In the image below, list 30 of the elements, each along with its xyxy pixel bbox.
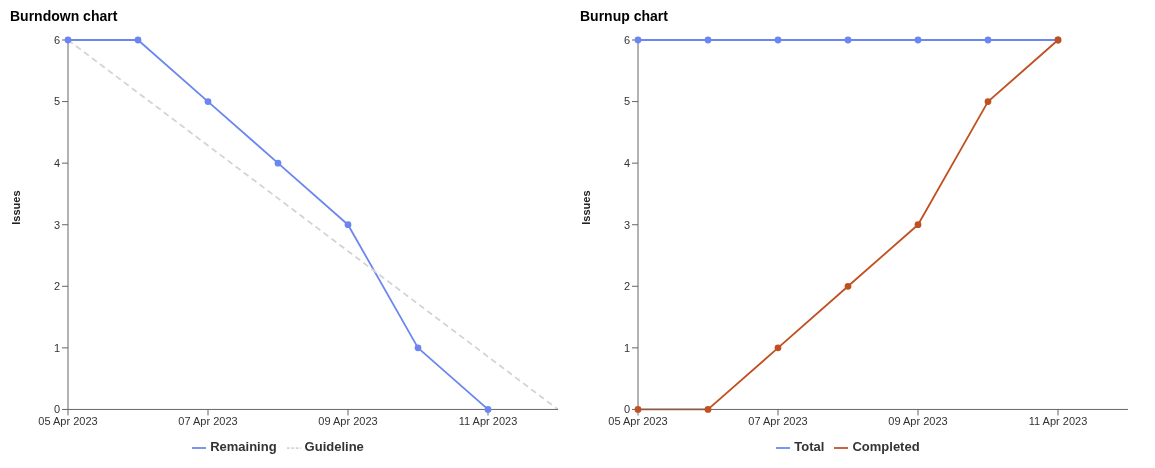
y-tick-label: 5 xyxy=(53,95,60,108)
x-tick-label: 11 Apr 2023 xyxy=(1028,415,1088,428)
y-tick-label: 1 xyxy=(623,341,630,354)
y-tick-label: 4 xyxy=(623,157,630,170)
legend-label: Guideline xyxy=(304,439,364,455)
x-tick-label: 05 Apr 2023 xyxy=(38,415,98,428)
y-tick-label: 5 xyxy=(623,95,630,108)
legend-label: Total xyxy=(794,439,825,455)
y-tick-label: 0 xyxy=(623,403,630,416)
x-tick-label: 11 Apr 2023 xyxy=(458,415,518,428)
y-axis-title: Issues xyxy=(9,190,22,225)
y-axis-title: Issues xyxy=(579,190,592,225)
y-tick-label: 2 xyxy=(53,280,60,293)
y-tick-label: 6 xyxy=(623,33,630,46)
x-tick-label: 09 Apr 2023 xyxy=(318,415,378,428)
legend-label: Remaining xyxy=(210,439,277,455)
x-tick-label: 07 Apr 2023 xyxy=(748,415,808,428)
legend-label: Completed xyxy=(852,439,920,455)
y-tick-label: 2 xyxy=(623,280,630,293)
chart-title: Burndown chart xyxy=(9,8,119,26)
x-tick-label: 05 Apr 2023 xyxy=(608,415,668,428)
y-tick-label: 4 xyxy=(53,157,60,170)
x-tick-label: 07 Apr 2023 xyxy=(178,415,238,428)
y-tick-label: 6 xyxy=(53,33,60,46)
y-tick-label: 3 xyxy=(623,218,630,231)
x-tick-label: 09 Apr 2023 xyxy=(888,415,948,428)
chart-title: Burnup chart xyxy=(579,8,669,26)
y-tick-label: 1 xyxy=(53,341,60,354)
y-tick-label: 3 xyxy=(53,218,60,231)
y-tick-label: 0 xyxy=(53,403,60,416)
